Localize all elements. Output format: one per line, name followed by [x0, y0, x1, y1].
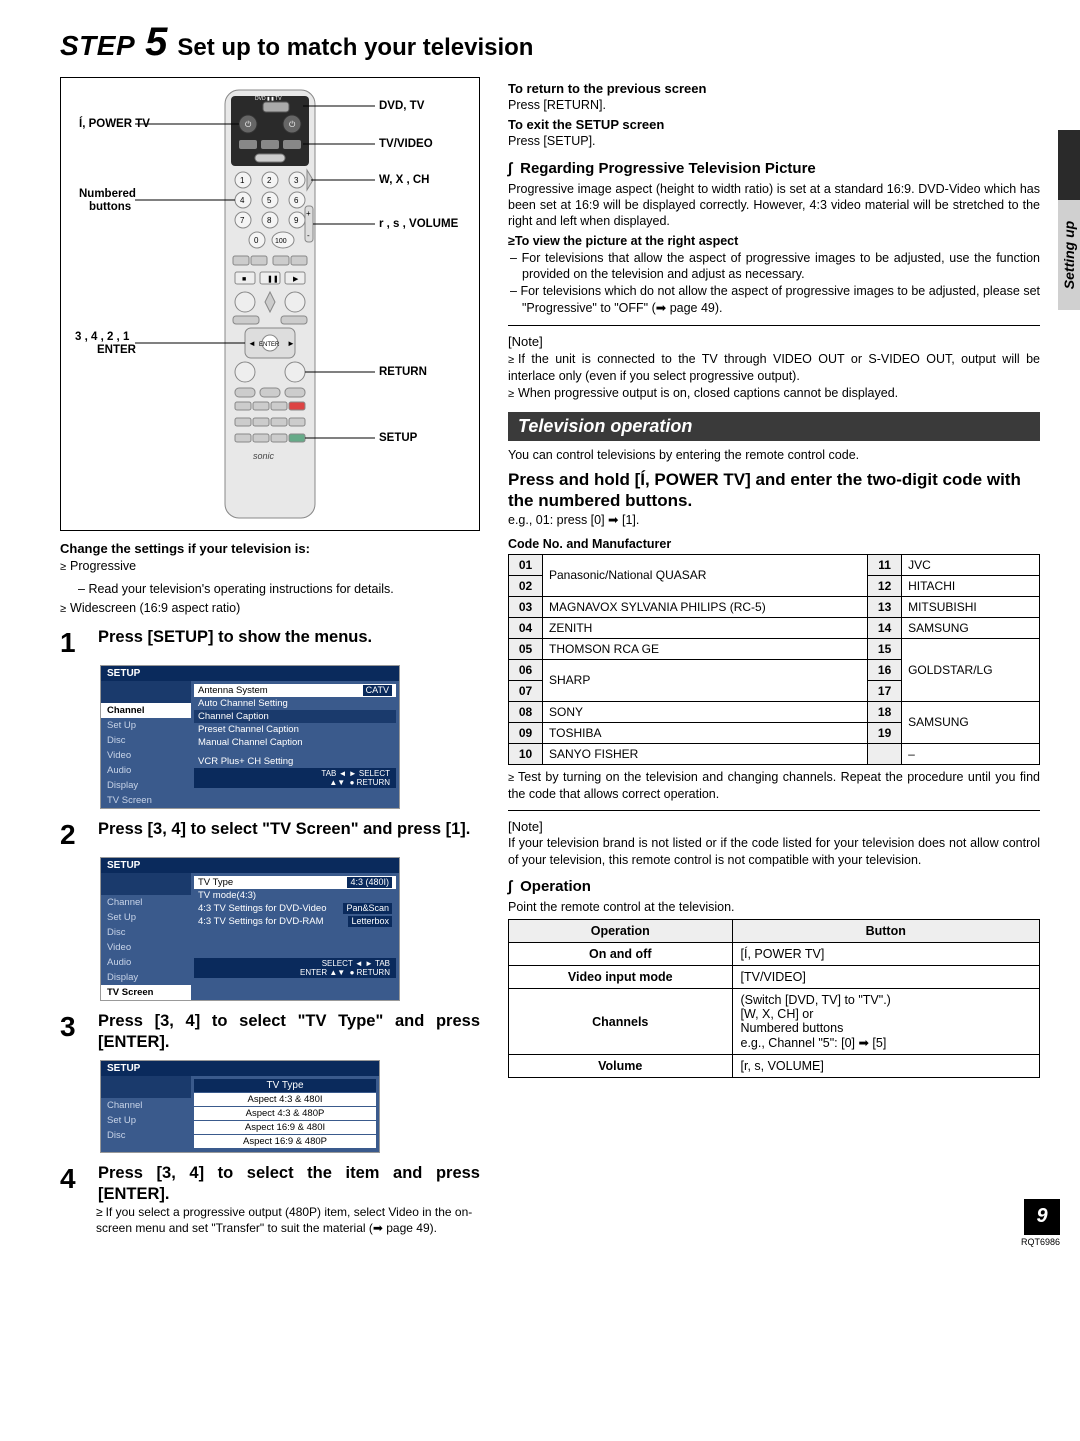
svg-text:Numbered: Numbered [79, 188, 136, 200]
op-section-hdr: Operation [508, 878, 1040, 895]
step4-note: If you select a progressive output (480P… [96, 1205, 480, 1236]
svg-text:3: 3 [294, 176, 299, 185]
svg-text:⏻: ⏻ [245, 120, 252, 129]
svg-text:DVD ▮ ▮ TV: DVD ▮ ▮ TV [255, 96, 282, 102]
tvop-txt: You can control televisions by entering … [508, 447, 1040, 463]
codes-table: 01Panasonic/National QUASAR11JVC 0212HIT… [508, 554, 1040, 765]
side-tab-dark [1058, 130, 1080, 200]
page-title: STEP 5 Set up to match your television [60, 20, 1040, 65]
op-txt: Point the remote control at the televisi… [508, 899, 1040, 915]
osd-1: SETUP Channel Set UpDisc VideoAudio Disp… [100, 665, 400, 809]
remote-diagram: DVD ▮ ▮ TV ⏻ ⏻ 1 2 3 4 5 6 7 8 9 0 100 + - ■ ❚❚ ▶… [60, 77, 480, 531]
bullet-widescreen: Widescreen (16:9 aspect ratio) [60, 600, 480, 617]
change-bullets: Progressive [60, 558, 480, 575]
progressive-sub: Read your television's operating instruc… [88, 582, 393, 596]
svg-text:4: 4 [240, 196, 245, 205]
svg-text:ENTER: ENTER [259, 342, 280, 348]
svg-text:0: 0 [254, 236, 259, 245]
op-table: OperationButton On and off[Í, POWER TV] … [508, 919, 1040, 1078]
step3-no: 3 [60, 1011, 84, 1054]
step1-text: Press [SETUP] to show the menus. [98, 627, 480, 659]
svg-text:100: 100 [275, 238, 287, 245]
step-number: 5 [145, 20, 167, 65]
note2-txt: If your television brand is not listed o… [508, 835, 1040, 868]
svg-text:◄: ◄ [248, 339, 256, 348]
osd1-side: Channel Set UpDisc VideoAudio DisplayTV … [101, 681, 191, 808]
svg-text:⏻: ⏻ [289, 120, 296, 129]
svg-text:9: 9 [294, 216, 299, 225]
svg-text:SETUP: SETUP [379, 432, 418, 444]
note-a: If the unit is connected to the TV throu… [508, 351, 1040, 385]
return-txt: Press [RETURN]. [508, 97, 1040, 113]
step2-no: 2 [60, 819, 84, 851]
svg-text:TV/VIDEO: TV/VIDEO [379, 138, 433, 150]
test-txt: Test by turning on the television and ch… [508, 769, 1040, 803]
page-footer: 9 RQT6986 [1021, 1199, 1060, 1247]
view-a: For televisions that allow the aspect of… [522, 250, 1040, 284]
view-hdr: To view the picture at the right aspect [515, 234, 738, 248]
press-hold: Press and hold [Í, POWER TV] and enter t… [508, 469, 1040, 512]
svg-text:▶: ▶ [293, 276, 299, 283]
title-rest: Set up to match your television [177, 34, 533, 62]
doc-code: RQT6986 [1021, 1237, 1060, 1247]
exit-hdr: To exit the SETUP screen [508, 117, 1040, 132]
step4-text: Press [3, 4] to select the item and pres… [98, 1163, 480, 1206]
svg-text:W, X , CH: W, X , CH [379, 174, 429, 186]
bullet-progressive: Progressive [60, 558, 480, 575]
change-bullets2: Widescreen (16:9 aspect ratio) [60, 600, 480, 617]
side-tab-text: Setting up [1061, 221, 1077, 289]
svg-text:3 , 4 , 2 , 1: 3 , 4 , 2 , 1 [75, 331, 130, 343]
svg-text:DVD, TV: DVD, TV [379, 100, 425, 112]
note-lbl: [Note] [508, 334, 1040, 349]
svg-text:1: 1 [240, 176, 245, 185]
change-settings-hdr: Change the settings if your television i… [60, 541, 480, 556]
svg-text:►: ► [287, 339, 295, 348]
osd-3: SETUP ChannelSet UpDisc TV Type Aspect 4… [100, 1060, 380, 1153]
svg-text:7: 7 [240, 216, 245, 225]
prog-txt: Progressive image aspect (height to widt… [508, 181, 1040, 230]
svg-text:❚❚: ❚❚ [267, 275, 279, 283]
step1-no: 1 [60, 627, 84, 659]
return-hdr: To return to the previous screen [508, 81, 1040, 96]
svg-text:sonic: sonic [253, 451, 275, 461]
svg-text:buttons: buttons [89, 201, 131, 213]
view-b: For televisions which do not allow the a… [522, 283, 1040, 317]
svg-text:■: ■ [242, 276, 246, 283]
eg: e.g., 01: press [0] ➡ [1]. [508, 512, 1040, 528]
step2-text: Press [3, 4] to select "TV Screen" and p… [98, 819, 480, 851]
exit-txt: Press [SETUP]. [508, 133, 1040, 149]
svg-text:8: 8 [267, 216, 272, 225]
side-tab: Setting up [1058, 200, 1080, 310]
lbl-power-tv: Í, POWER TV [79, 117, 150, 130]
code-hdr: Code No. and Manufacturer [508, 537, 1040, 551]
svg-text:RETURN: RETURN [379, 366, 427, 378]
note-b: When progressive output is on, closed ca… [508, 385, 1040, 402]
svg-text:5: 5 [267, 196, 272, 205]
step4-no: 4 [60, 1163, 84, 1206]
svg-text:r , s , VOLUME: r , s , VOLUME [379, 218, 459, 230]
svg-text:ENTER: ENTER [97, 344, 137, 356]
svg-text:-: - [307, 231, 310, 240]
svg-text:2: 2 [267, 176, 272, 185]
osd-2: SETUP ChannelSet Up DiscVideo AudioDispl… [100, 857, 400, 1001]
step3-text: Press [3, 4] to select "TV Type" and pre… [98, 1011, 480, 1054]
step-label: STEP [60, 30, 135, 62]
note2-lbl: [Note] [508, 819, 1040, 834]
page-number: 9 [1024, 1199, 1060, 1235]
svg-text:+: + [306, 209, 311, 218]
prog-section-hdr: Regarding Progressive Television Picture [508, 160, 1040, 177]
svg-text:6: 6 [294, 196, 299, 205]
tv-operation-bar: Television operation [508, 412, 1040, 441]
